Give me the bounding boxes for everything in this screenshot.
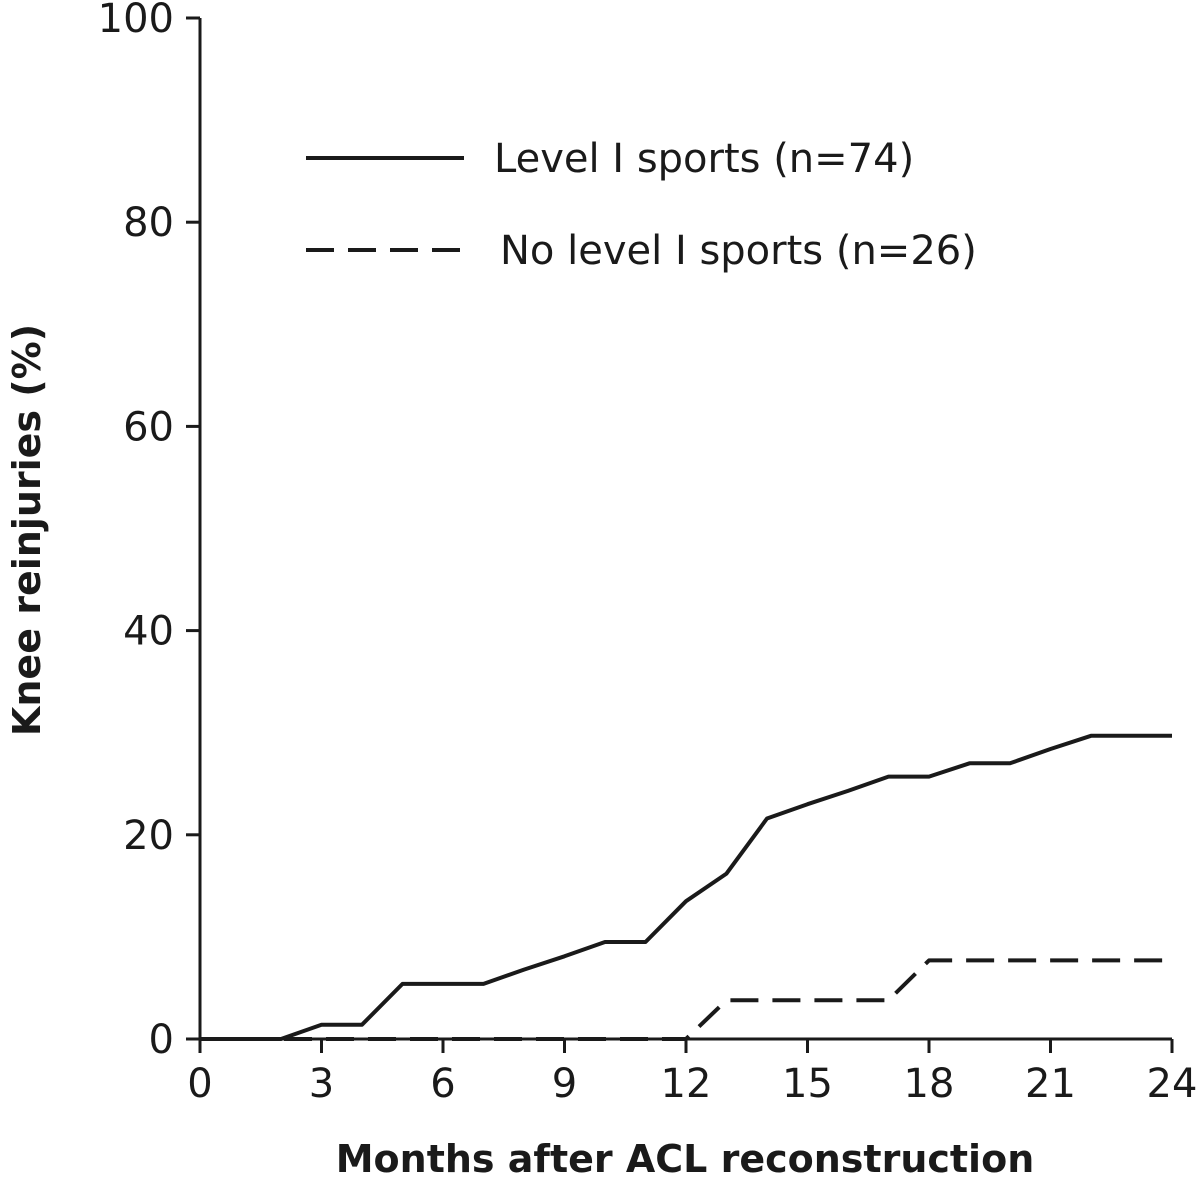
x-tick-label: 6 (430, 1061, 455, 1107)
legend-label: No level I sports (n=26) (500, 228, 977, 274)
series-line-no-level-i (200, 958, 1172, 1041)
x-tick-label: 9 (552, 1061, 577, 1107)
x-tick-label: 3 (309, 1061, 334, 1107)
y-tick-label: 0 (149, 1017, 174, 1063)
x-tick-label: 12 (661, 1061, 712, 1107)
series-layer (200, 733, 1172, 1041)
x-tick-label: 0 (187, 1061, 212, 1107)
y-axis-title: Knee reinjuries (%) (5, 324, 49, 736)
x-tick-label: 15 (782, 1061, 833, 1107)
y-tick-label: 80 (123, 200, 174, 246)
y-tick-label: 40 (123, 609, 174, 655)
y-tick-label: 20 (123, 813, 174, 859)
x-tick-label: 18 (904, 1061, 955, 1107)
x-tick-label: 21 (1025, 1061, 1076, 1107)
legend-label: Level I sports (n=74) (494, 136, 914, 182)
axes: 0 20 40 60 80 100 0 3 6 9 12 15 18 21 24 (98, 0, 1198, 1107)
x-axis-title: Months after ACL reconstruction (336, 1137, 1035, 1181)
legend: Level I sports (n=74) No level I sports (… (306, 136, 977, 274)
y-tick-label: 60 (123, 404, 174, 450)
y-tick-label: 100 (98, 0, 174, 42)
x-tick-label: 24 (1147, 1061, 1198, 1107)
series-line-level-i (200, 733, 1172, 1041)
